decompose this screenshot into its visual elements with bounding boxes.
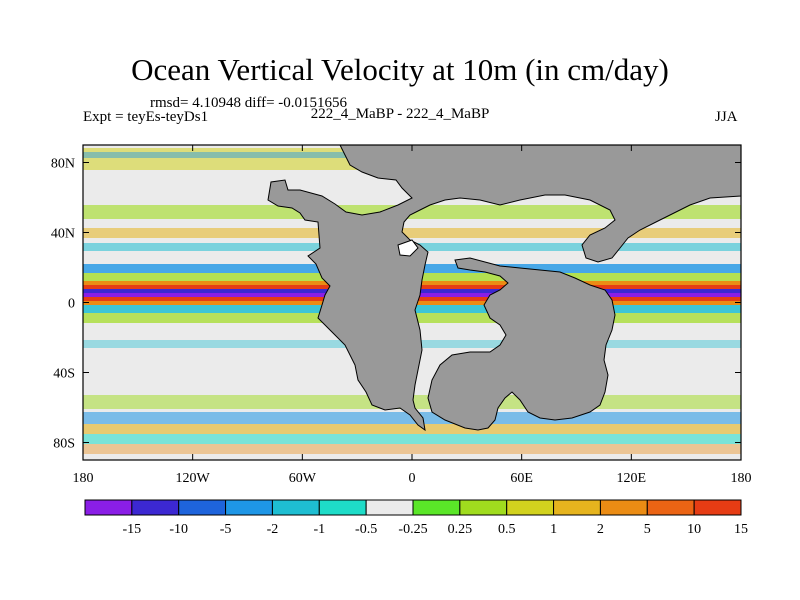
x-tick-label: 120W bbox=[176, 471, 211, 486]
y-tick-label: 80S bbox=[53, 437, 75, 452]
colorbar-label: -5 bbox=[220, 522, 232, 537]
colorbar-label: 10 bbox=[687, 522, 701, 537]
colorbar-swatch bbox=[225, 499, 273, 516]
eastern-continent bbox=[427, 257, 616, 431]
colorbar-label: -2 bbox=[267, 522, 279, 537]
colorbar-swatch bbox=[84, 499, 133, 516]
chart-title: Ocean Vertical Velocity at 10m (in cm/da… bbox=[131, 52, 669, 87]
colorbar-swatch bbox=[599, 499, 648, 516]
colorbar-swatch bbox=[553, 499, 601, 516]
colorbar-label: 0.5 bbox=[498, 522, 516, 537]
colorbar-swatch bbox=[365, 499, 414, 516]
colorbar-swatch bbox=[271, 499, 320, 516]
colorbar-label: 0.25 bbox=[448, 522, 473, 537]
southern-ocean-band-4 bbox=[83, 444, 741, 454]
experiment-label: Expt = teyEs-teyDs1 bbox=[83, 109, 209, 125]
map-axes: 180 120W 60W 0 60E 120E 180 80N 40N 0 40S 80S bbox=[51, 145, 752, 486]
colorbar: -15 -10 -5 -2 -1 -0.5 -0.25 0.25 0.5 1 2 5 10 15 bbox=[84, 499, 748, 537]
x-tick-label: 180 bbox=[731, 471, 752, 486]
colorbar-swatch bbox=[506, 499, 555, 516]
cases-label: 222_4_MaBP - 222_4_MaBP bbox=[310, 106, 490, 122]
y-tick-label: 80N bbox=[51, 157, 75, 172]
y-tick-label: 40N bbox=[51, 227, 75, 242]
southern-ocean-band-2 bbox=[83, 424, 741, 434]
x-tick-label: 180 bbox=[73, 471, 94, 486]
y-tick-label: 0 bbox=[68, 297, 75, 312]
x-tick-label: 60E bbox=[510, 471, 533, 486]
colorbar-swatch bbox=[693, 499, 742, 516]
colorbar-label: -0.5 bbox=[355, 522, 377, 537]
colorbar-label: -10 bbox=[169, 522, 188, 537]
colorbar-swatch bbox=[178, 499, 227, 516]
y-tick-label: 40S bbox=[53, 367, 75, 382]
stats-text: rmsd= 4.10948 diff= -0.0151656 bbox=[150, 95, 348, 111]
colorbar-label: -1 bbox=[313, 522, 325, 537]
colorbar-swatch bbox=[318, 499, 367, 516]
colorbar-label: -0.25 bbox=[398, 522, 427, 537]
season-label: JJA bbox=[715, 109, 738, 125]
x-tick-label: 60W bbox=[289, 471, 317, 486]
colorbar-label: 2 bbox=[597, 522, 604, 537]
x-tick-label: 120E bbox=[617, 471, 647, 486]
colorbar-label: 15 bbox=[734, 522, 748, 537]
colorbar-swatch bbox=[459, 499, 508, 516]
colorbar-label: 1 bbox=[550, 522, 557, 537]
southern-ocean-band-3 bbox=[83, 434, 741, 444]
colorbar-swatch bbox=[646, 499, 695, 516]
coastal-patch bbox=[397, 239, 419, 257]
map-plot: 180 120W 60W 0 60E 120E 180 80N 40N 0 40S 80S bbox=[51, 144, 752, 486]
colorbar-swatch bbox=[131, 499, 180, 516]
colorbar-label: -15 bbox=[123, 522, 142, 537]
colorbar-swatch bbox=[412, 499, 461, 516]
x-tick-label: 0 bbox=[409, 471, 416, 486]
north-midlat-band-2 bbox=[83, 228, 741, 238]
western-continent bbox=[267, 145, 741, 432]
colorbar-label: 5 bbox=[644, 522, 651, 537]
velocity-field bbox=[83, 145, 741, 460]
